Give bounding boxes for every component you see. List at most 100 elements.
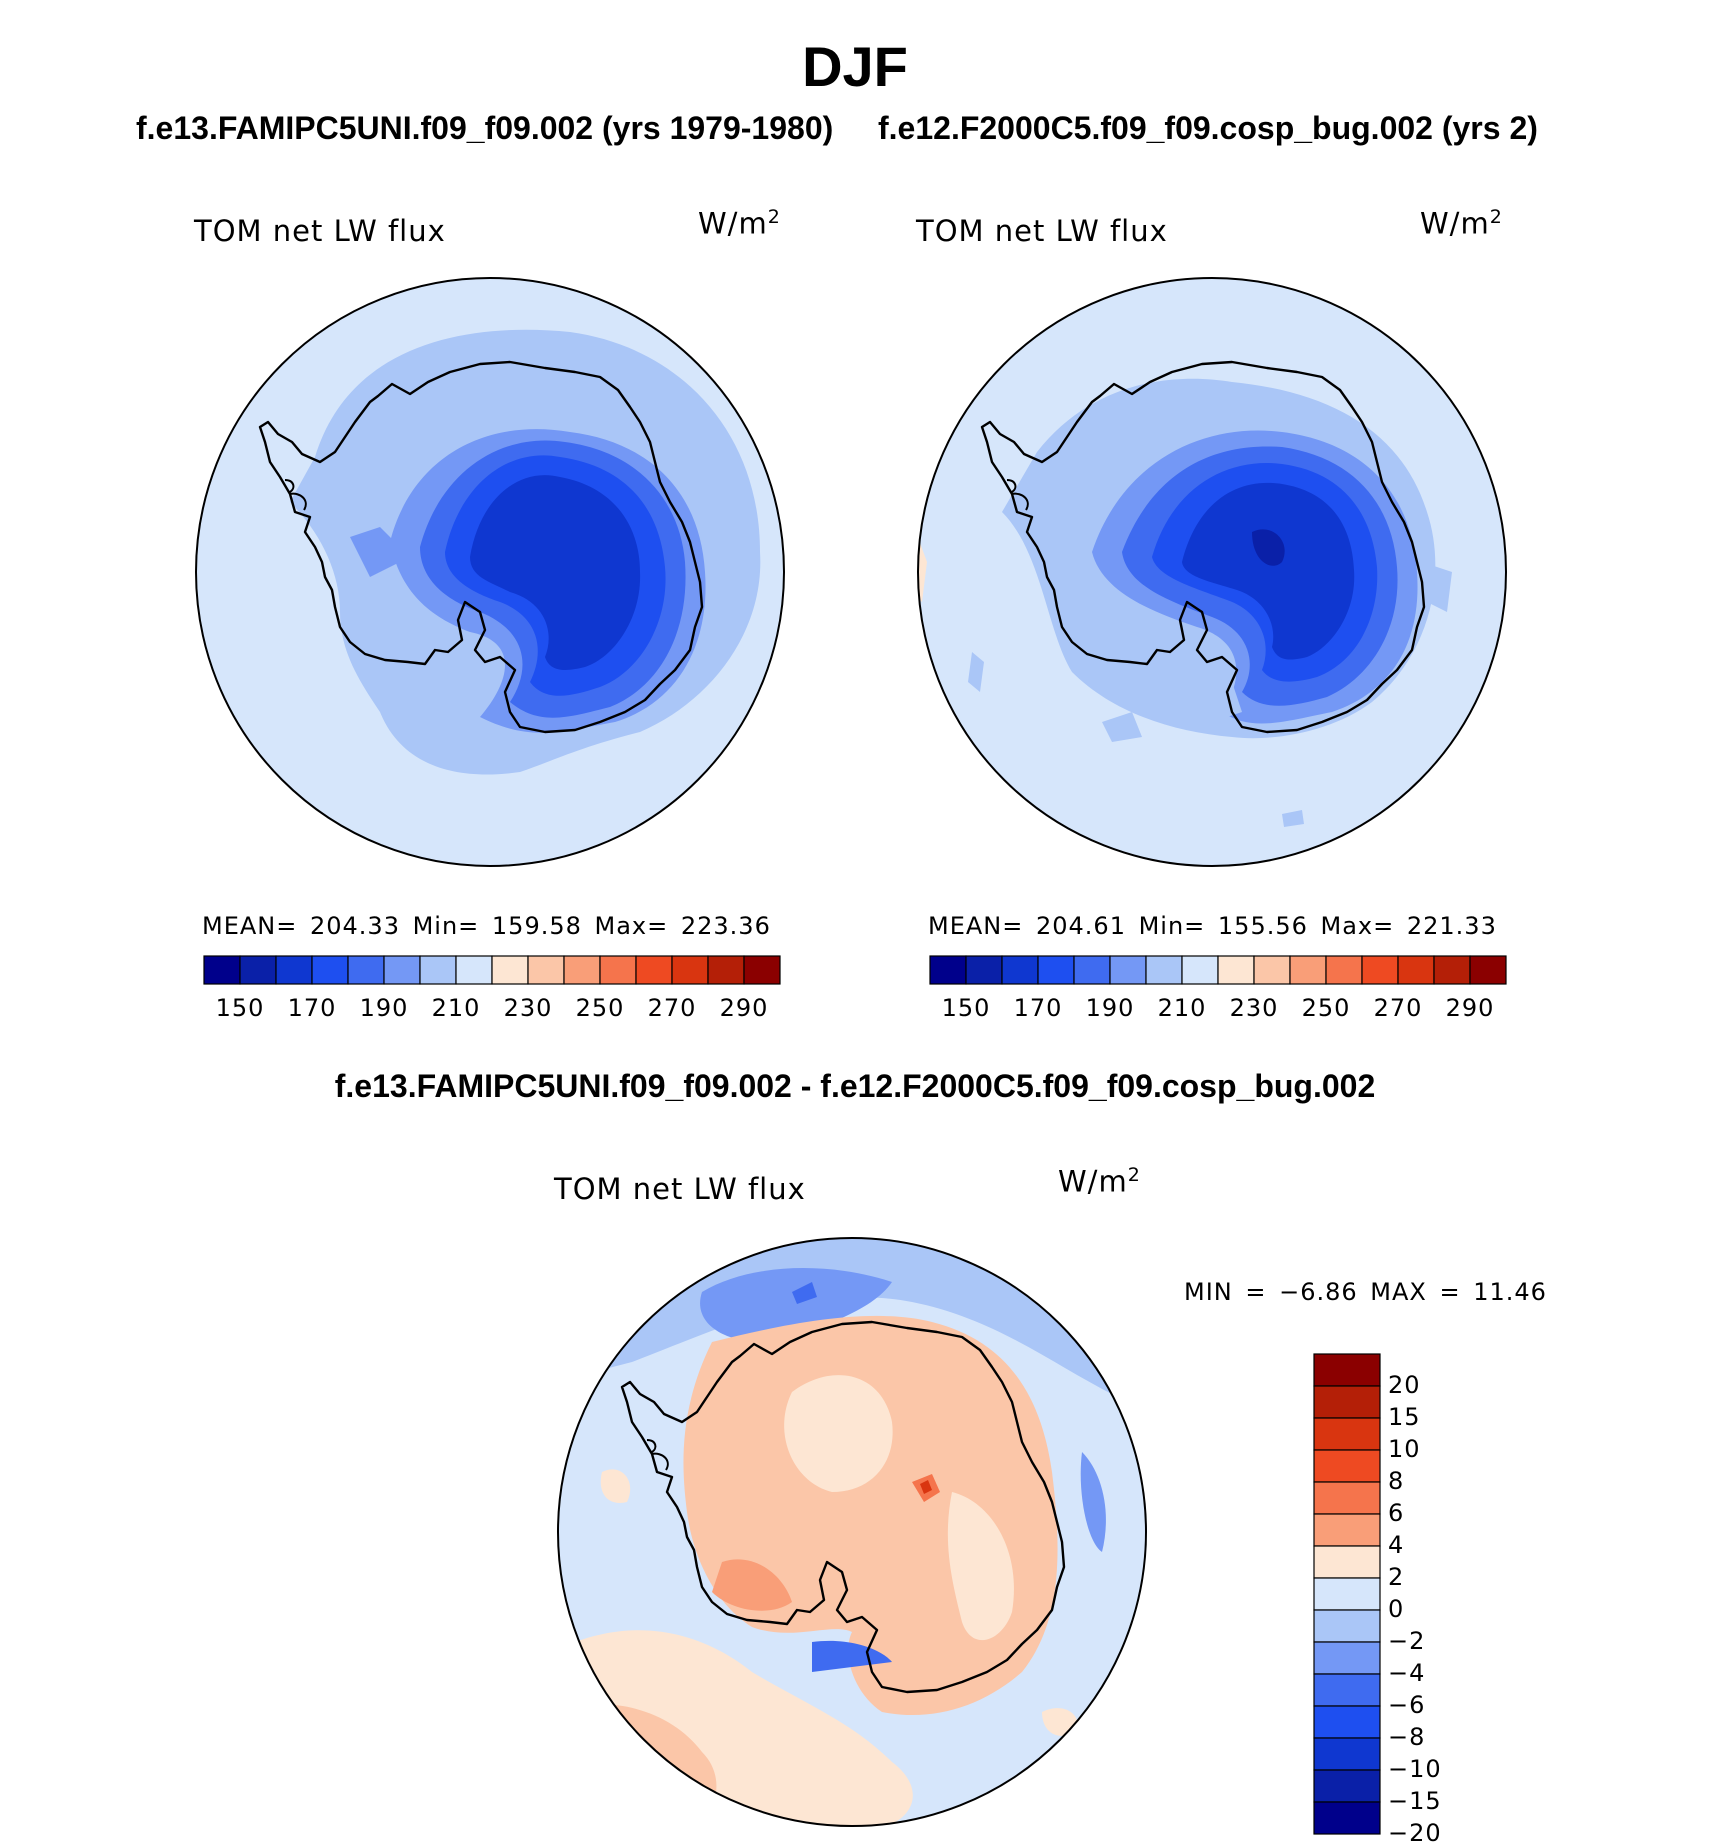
colorbar-swatch <box>1313 1353 1381 1387</box>
colorbar-swatch <box>1313 1385 1381 1419</box>
colorbar-swatch <box>1313 1417 1381 1451</box>
colorbar-swatch <box>491 955 529 985</box>
colorbar-left <box>203 955 781 985</box>
case-title-right: f.e12.F2000C5.f09_f09.cosp_bug.002 (yrs … <box>878 110 1538 146</box>
colorbar-swatch <box>1145 955 1183 985</box>
colorbar-left-ticks: 150 170 190 210 230 250 270 290 <box>204 994 780 1024</box>
colorbar-swatch <box>1217 955 1255 985</box>
colorbar-tick-label: −2 <box>1388 1627 1426 1655</box>
variable-label-left: TOM net LW flux <box>194 214 446 248</box>
colorbar-tick-label: 270 <box>1373 994 1423 1022</box>
colorbar-swatch <box>1313 1577 1381 1611</box>
colorbar-right <box>929 955 1507 985</box>
colorbar-swatch <box>311 955 349 985</box>
colorbar-swatch <box>1313 1449 1381 1483</box>
colorbar-swatch <box>965 955 1003 985</box>
colorbar-difference <box>1313 1353 1381 1835</box>
variable-label-right: TOM net LW flux <box>916 214 1168 248</box>
colorbar-tick-label: 150 <box>941 994 991 1022</box>
case-title-left: f.e13.FAMIPC5UNI.f09_f09.002 (yrs 1979-1… <box>136 110 834 146</box>
units-label-right: W/m2 <box>1420 206 1503 241</box>
colorbar-swatch <box>347 955 385 985</box>
colorbar-right-ticks: 150 170 190 210 230 250 270 290 <box>930 994 1506 1024</box>
colorbar-swatch <box>707 955 745 985</box>
colorbar-swatch <box>1001 955 1039 985</box>
colorbar-tick-label: 230 <box>1229 994 1279 1022</box>
colorbar-tick-label: −8 <box>1388 1723 1426 1751</box>
colorbar-swatch <box>743 955 781 985</box>
colorbar-tick-label: 150 <box>215 994 265 1022</box>
colorbar-tick-label: 0 <box>1388 1595 1405 1623</box>
colorbar-swatch <box>455 955 493 985</box>
colorbar-tick-label: 250 <box>1301 994 1351 1022</box>
colorbar-swatch <box>203 955 241 985</box>
colorbar-swatch <box>1313 1673 1381 1707</box>
colorbar-swatch <box>1313 1513 1381 1547</box>
colorbar-swatch <box>383 955 421 985</box>
colorbar-swatch <box>599 955 637 985</box>
variable-label-diff: TOM net LW flux <box>554 1172 806 1206</box>
colorbar-swatch <box>635 955 673 985</box>
colorbar-tick-label: −10 <box>1388 1755 1442 1783</box>
colorbar-swatch <box>1313 1801 1381 1835</box>
colorbar-tick-label: 210 <box>1157 994 1207 1022</box>
colorbar-tick-label: 4 <box>1388 1531 1405 1559</box>
colorbar-tick-label: 170 <box>1013 994 1063 1022</box>
colorbar-swatch <box>563 955 601 985</box>
colorbar-swatch <box>1313 1481 1381 1515</box>
colorbar-swatch <box>1325 955 1363 985</box>
colorbar-swatch <box>1469 955 1507 985</box>
units-label-diff: W/m2 <box>1058 1164 1141 1199</box>
colorbar-swatch <box>1109 955 1147 985</box>
colorbar-tick-label: 10 <box>1388 1435 1421 1463</box>
colorbar-swatch <box>1397 955 1435 985</box>
page-title: DJF <box>802 35 908 98</box>
colorbar-swatch <box>929 955 967 985</box>
colorbar-swatch <box>671 955 709 985</box>
colorbar-swatch <box>1313 1609 1381 1643</box>
colorbar-swatch <box>1433 955 1471 985</box>
colorbar-swatch <box>1361 955 1399 985</box>
colorbar-swatch <box>1313 1737 1381 1771</box>
colorbar-tick-label: 210 <box>431 994 481 1022</box>
units-label-left: W/m2 <box>698 206 781 241</box>
colorbar-tick-label: 250 <box>575 994 625 1022</box>
colorbar-swatch <box>1313 1545 1381 1579</box>
colorbar-swatch <box>275 955 313 985</box>
colorbar-tick-label: 290 <box>1445 994 1495 1022</box>
colorbar-tick-label: 190 <box>1085 994 1135 1022</box>
colorbar-swatch <box>1289 955 1327 985</box>
colorbar-swatch <box>1181 955 1219 985</box>
colorbar-swatch <box>1253 955 1291 985</box>
polar-map-difference <box>557 1237 1147 1827</box>
colorbar-tick-label: 190 <box>359 994 409 1022</box>
stats-left: MEAN= 204.33 Min= 159.58 Max= 223.36 <box>202 912 771 940</box>
polar-map-right <box>917 277 1507 867</box>
colorbar-swatch <box>527 955 565 985</box>
colorbar-tick-label: 15 <box>1388 1403 1421 1431</box>
colorbar-tick-label: −15 <box>1388 1787 1442 1815</box>
colorbar-difference-ticks: 20 15 10 8 6 4 2 0 −2 −4 −6 −8 −10 −15 −20 <box>1388 1354 1488 1847</box>
colorbar-swatch <box>419 955 457 985</box>
colorbar-tick-label: 6 <box>1388 1499 1405 1527</box>
polar-map-left <box>195 277 785 867</box>
colorbar-tick-label: 230 <box>503 994 553 1022</box>
colorbar-tick-label: 270 <box>647 994 697 1022</box>
colorbar-swatch <box>239 955 277 985</box>
colorbar-swatch <box>1037 955 1075 985</box>
difference-title: f.e13.FAMIPC5UNI.f09_f09.002 - f.e12.F20… <box>334 1068 1376 1104</box>
colorbar-tick-label: 20 <box>1388 1371 1421 1399</box>
colorbar-tick-label: 8 <box>1388 1467 1405 1495</box>
colorbar-tick-label: 170 <box>287 994 337 1022</box>
colorbar-swatch <box>1313 1769 1381 1803</box>
colorbar-tick-label: −6 <box>1388 1691 1426 1719</box>
colorbar-tick-label: −20 <box>1388 1819 1442 1847</box>
colorbar-tick-label: 2 <box>1388 1563 1405 1591</box>
colorbar-tick-label: −4 <box>1388 1659 1426 1687</box>
stats-right: MEAN= 204.61 Min= 155.56 Max= 221.33 <box>928 912 1497 940</box>
colorbar-swatch <box>1073 955 1111 985</box>
colorbar-swatch <box>1313 1705 1381 1739</box>
colorbar-swatch <box>1313 1641 1381 1675</box>
stats-difference: MIN = −6.86 MAX = 11.46 <box>1184 1278 1547 1306</box>
colorbar-tick-label: 290 <box>719 994 769 1022</box>
